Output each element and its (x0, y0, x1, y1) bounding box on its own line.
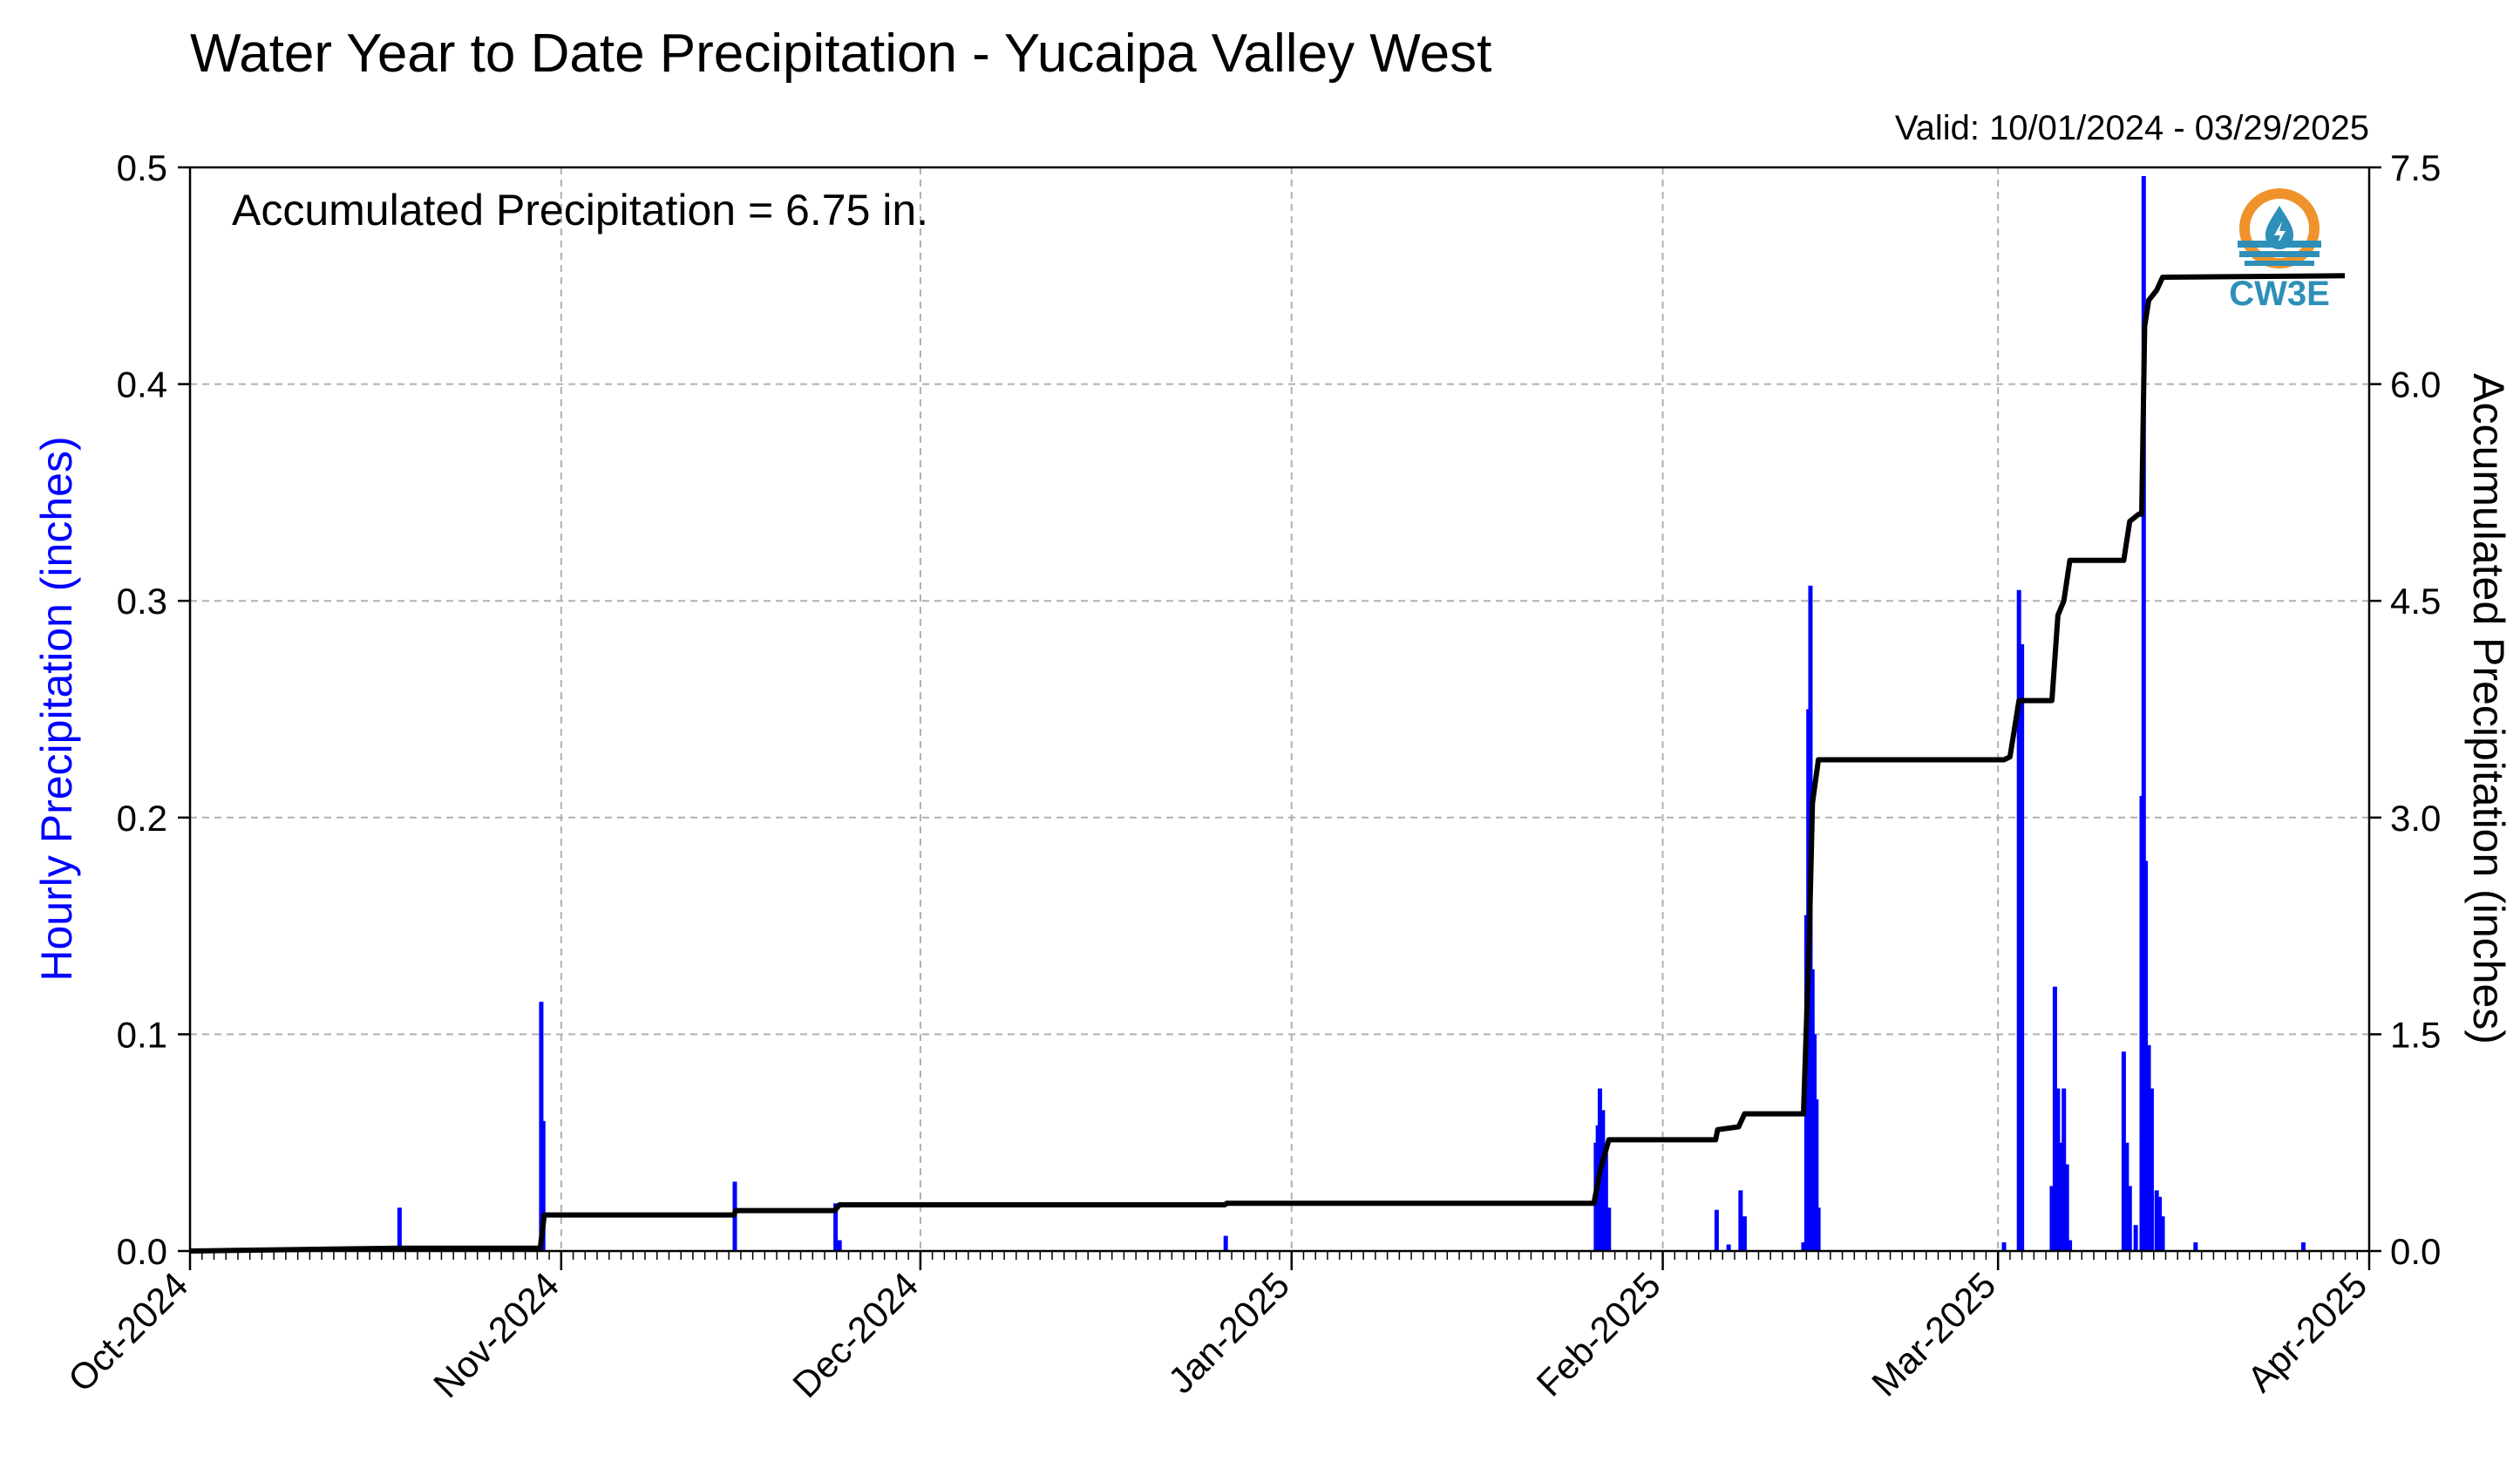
hourly-bar (2121, 1051, 2126, 1251)
y-axis-left-label: Hourly Precipitation (inches) (32, 436, 81, 981)
hourly-bar (833, 1203, 839, 1251)
y-right-tick-label: 0.0 (2390, 1231, 2441, 1272)
hourly-bar (1814, 1098, 1819, 1251)
y-left-tick-label: 0.5 (117, 147, 167, 188)
hourly-bar (2062, 1088, 2067, 1251)
chart-title: Water Year to Date Precipitation - Yucai… (190, 24, 1491, 84)
y-left-tick-label: 0.0 (117, 1231, 167, 1272)
y-right-tick-label: 1.5 (2390, 1014, 2441, 1055)
hourly-bar (2157, 1196, 2163, 1251)
hourly-bar (1714, 1209, 1719, 1251)
hourly-bar (2058, 1142, 2063, 1251)
y-left-tick-label: 0.4 (117, 364, 167, 405)
logo-text: CW3E (2229, 275, 2330, 313)
y-axis-right-label: Accumulated Precipitation (inches) (2464, 373, 2513, 1044)
accumulated-line-group (189, 273, 2346, 1254)
plot-frame (188, 166, 2371, 1253)
hourly-bar (2016, 589, 2021, 1251)
hourly-bar (1742, 1216, 1747, 1251)
hourly-bar (2068, 1240, 2073, 1251)
grid-lines (190, 167, 2369, 1251)
logo-wave-1 (2238, 241, 2321, 248)
hourly-bar (837, 1240, 842, 1251)
hourly-bar (1600, 1110, 1606, 1251)
hourly-bar (1603, 1153, 1608, 1251)
chart-subtitle: Valid: 10/01/2024 - 03/29/2025 (1895, 109, 2369, 147)
hourly-bar (1816, 1207, 1821, 1251)
hourly-bar (2149, 1088, 2154, 1251)
hourly-bar (2020, 643, 2025, 1251)
hourly-bar (1223, 1235, 1228, 1251)
hourly-bar (2001, 1242, 2007, 1251)
y-left-tick-label: 0.1 (117, 1014, 167, 1055)
hourly-bar (2049, 1186, 2055, 1251)
hourly-bar (2124, 1142, 2129, 1251)
logo-wave-3 (2245, 261, 2314, 266)
hourly-bar (2055, 1088, 2061, 1251)
hourly-bar (397, 1207, 402, 1251)
y-right-tick-label: 7.5 (2390, 147, 2441, 188)
hourly-bar (2146, 1044, 2151, 1251)
hourly-bar (2154, 1190, 2159, 1251)
y-right-tick-label: 3.0 (2390, 798, 2441, 839)
hourly-bar (2300, 1242, 2306, 1251)
hourly-bar (2052, 986, 2057, 1251)
hourly-bar (1738, 1190, 1743, 1251)
y-left-tick-label: 0.2 (117, 798, 167, 839)
accumulated-total-annotation: Accumulated Precipitation = 6.75 in. (232, 186, 928, 235)
hourly-bar (2127, 1186, 2132, 1251)
cw3e-logo: CW3E (2229, 188, 2330, 313)
hourly-bar (1606, 1207, 1612, 1251)
hourly-bar (2133, 1225, 2138, 1251)
y-left-tick-label: 0.3 (117, 581, 167, 622)
logo-bolt-icon (2274, 221, 2286, 246)
hourly-bar (540, 1120, 546, 1251)
hourly-bar (2143, 860, 2149, 1251)
y-right-tick-label: 4.5 (2390, 581, 2441, 622)
hourly-bar (2193, 1242, 2198, 1251)
accumulated-line (189, 273, 2346, 1254)
hourly-bar (2160, 1216, 2165, 1251)
hourly-bar (2141, 175, 2146, 1252)
hourly-bar (1726, 1244, 1731, 1251)
hourly-bar (1801, 1242, 1806, 1251)
logo-wave-2 (2239, 251, 2320, 257)
y-right-tick-label: 6.0 (2390, 364, 2441, 405)
hourly-bar (2064, 1164, 2069, 1251)
